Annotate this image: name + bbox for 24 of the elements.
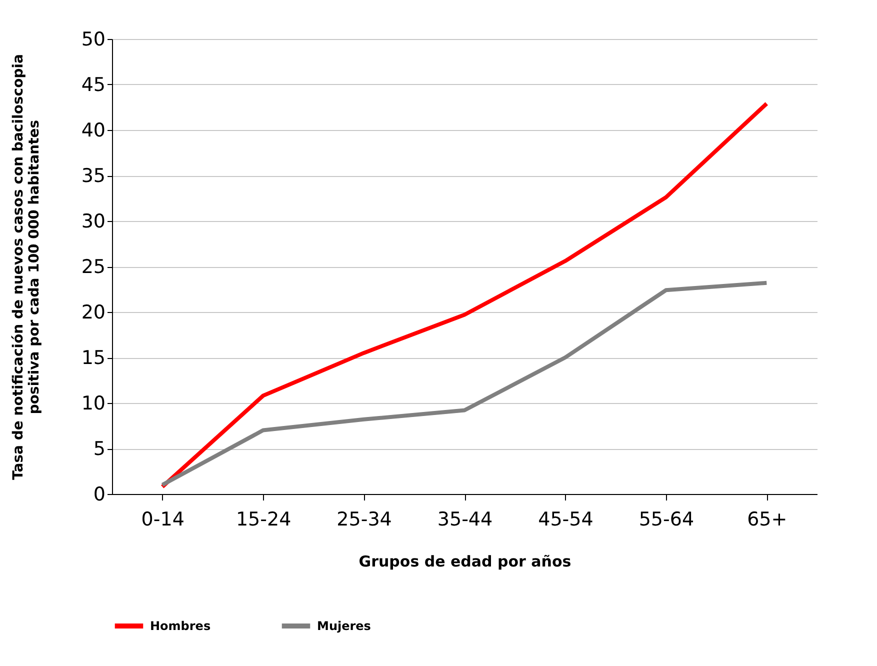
y-tick-label: 45 — [81, 74, 106, 96]
y-tick-label: 30 — [81, 210, 106, 232]
x-tick-label: 65+ — [747, 508, 788, 530]
x-tick-label: 15-24 — [236, 508, 292, 530]
legend-label: Mujeres — [317, 619, 371, 633]
y-axis-title: Tasa de notificación de nuevos casos con baciloscopia positiva por cada 100 000 habitantes — [10, 54, 42, 480]
line-series — [160, 280, 769, 487]
y-tick-label: 50 — [81, 28, 106, 50]
y-tick-label: 10 — [81, 392, 106, 414]
x-tick-label: 55-64 — [638, 508, 694, 530]
x-tick-label: 25-34 — [336, 508, 392, 530]
x-tick-label: 35-44 — [437, 508, 493, 530]
y-tick-label: 40 — [81, 120, 106, 142]
y-tick-label: 35 — [81, 165, 106, 187]
legend-label: Hombres — [150, 619, 211, 633]
x-axis-title: Grupos de edad por años — [358, 552, 572, 570]
x-tick-label: 0-14 — [141, 508, 184, 530]
line-series — [160, 102, 769, 489]
x-tick-label: 45-54 — [538, 508, 594, 530]
y-tick-label: 0 — [93, 484, 106, 506]
y-tick-label: 25 — [81, 256, 106, 278]
y-tick-label: 15 — [81, 347, 106, 369]
y-tick-label: 20 — [81, 302, 106, 324]
y-tick-label: 5 — [93, 438, 106, 460]
